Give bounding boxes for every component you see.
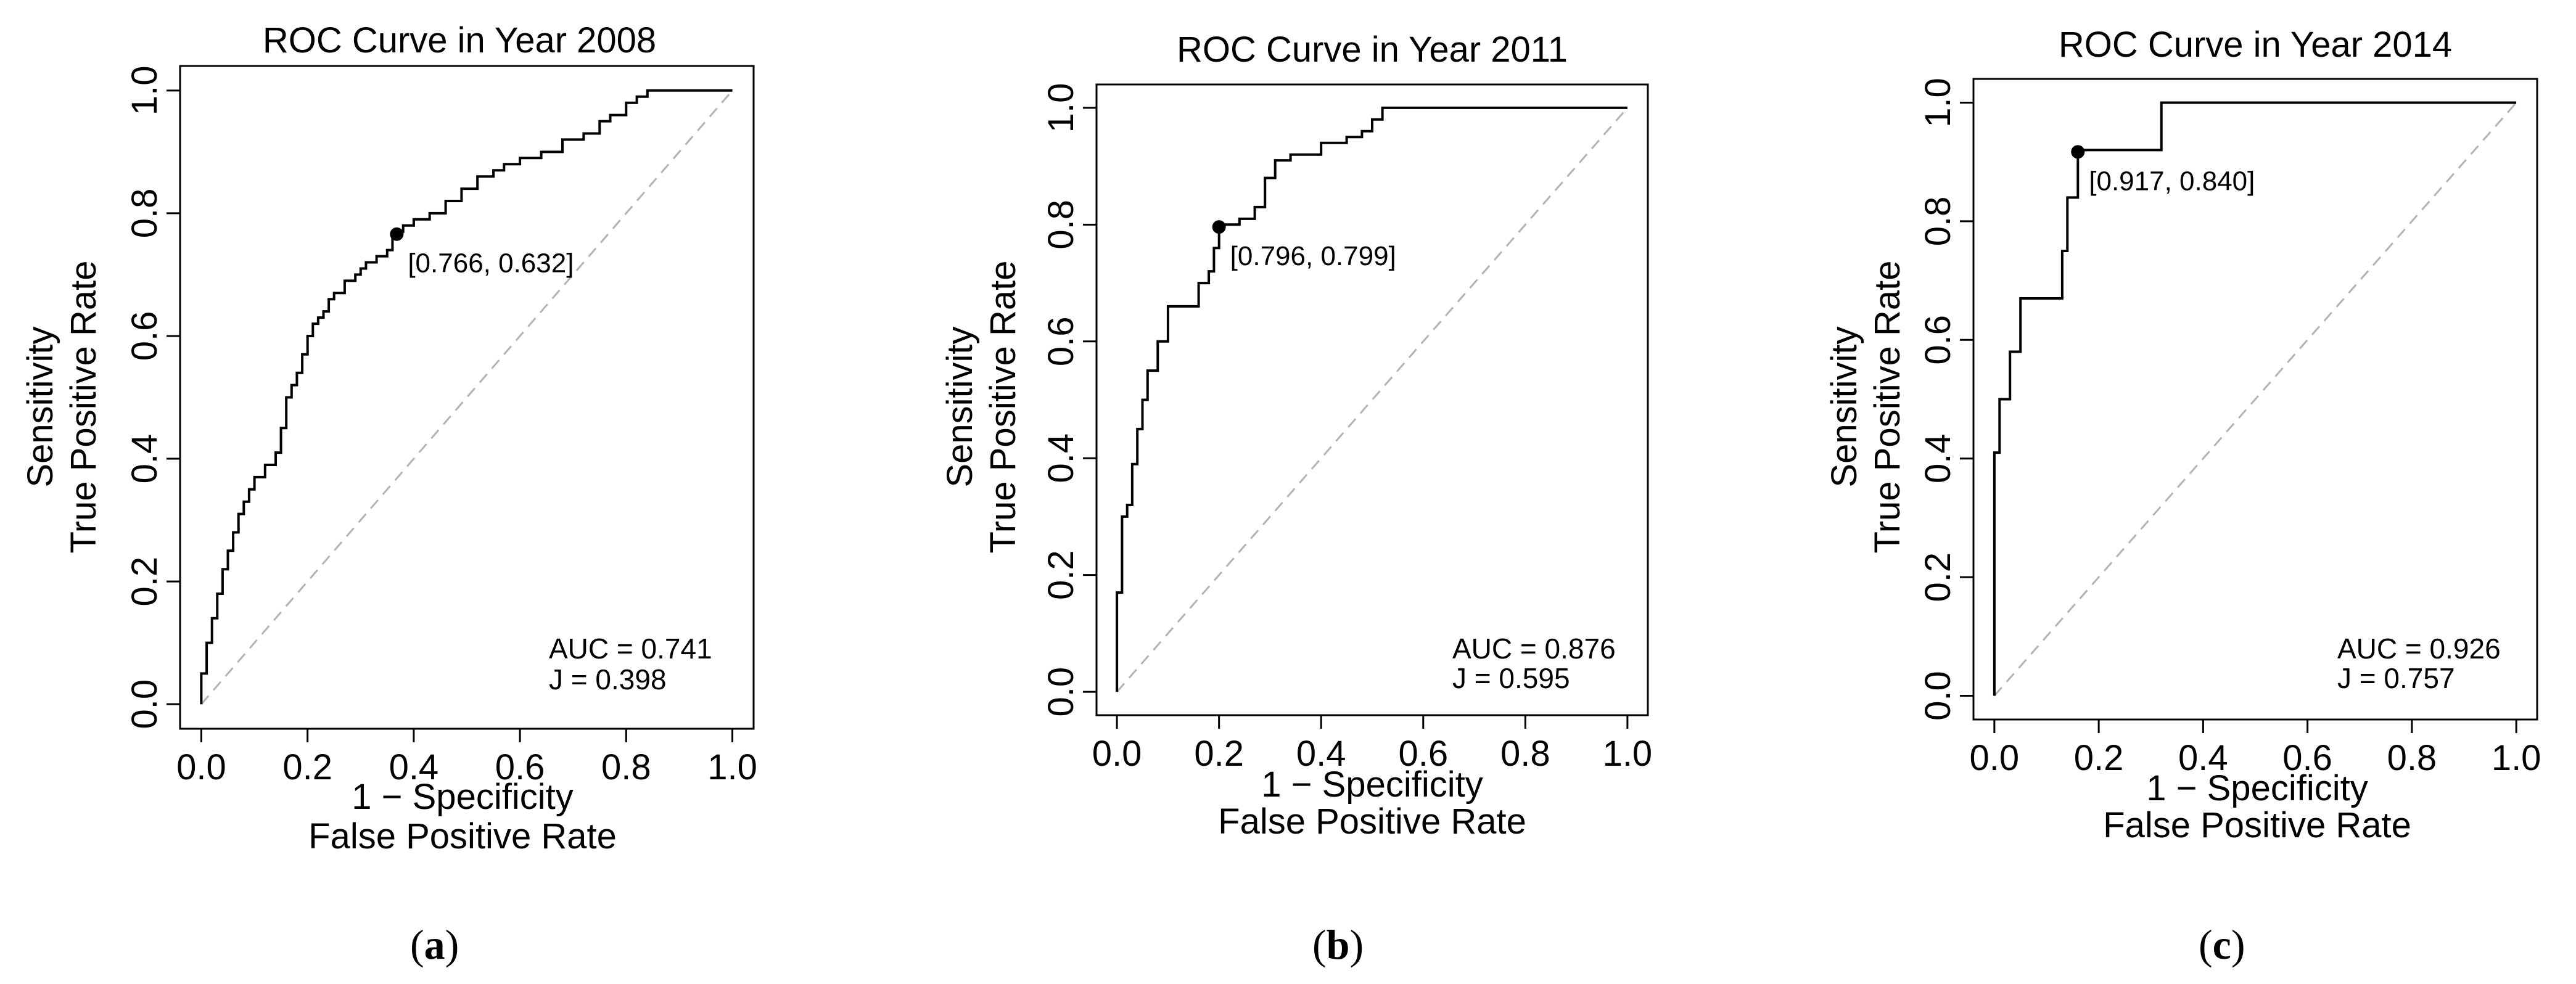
y-tick-label: 1.0 [1041, 83, 1081, 133]
y-tick-label: 0.8 [1041, 200, 1081, 250]
x-tick-label: 1.0 [2492, 738, 2541, 778]
y-tick-label: 0.6 [1918, 315, 1958, 365]
y-tick-label: 0.0 [1918, 671, 1958, 721]
youden-j-annotation: J = 0.595 [1452, 662, 1570, 694]
plot-frame [179, 65, 755, 730]
y-axis-label: Sensitivity [20, 326, 60, 487]
x-tick-label: 0.6 [495, 747, 545, 787]
x-tick-label: 0.6 [1398, 734, 1448, 774]
x-tick-label: 0.8 [601, 747, 651, 787]
roc-curve-line [1116, 106, 1627, 692]
chart-title: ROC Curve in Year 2014 [2059, 25, 2452, 65]
panel-caption: (a) [410, 921, 459, 968]
plot-frame [1095, 83, 1649, 716]
youden-j-annotation: J = 0.398 [549, 663, 667, 695]
x-tick-label: 0.2 [282, 747, 332, 787]
x-axis-label: 1 − Specificity [2146, 768, 2368, 808]
x-tick-label: 0.0 [1970, 738, 2020, 778]
auc-annotation: AUC = 0.876 [1452, 633, 1616, 665]
y-tick-label: 0.8 [1918, 197, 1958, 247]
reference-diagonal-line [200, 89, 733, 705]
panel-caption: (c) [2199, 921, 2245, 968]
y-tick-label: 0.4 [1918, 433, 1958, 483]
panel-caption: (b) [1312, 921, 1364, 968]
optimal-cutoff-point [2071, 145, 2085, 159]
x-tick-label: 1.0 [707, 747, 757, 787]
y-tick-label: 0.0 [125, 679, 165, 729]
y-axis-label-secondary: True Positive Rate [1867, 261, 1907, 554]
x-axis-label-secondary: False Positive Rate [308, 816, 617, 856]
optimal-cutoff-point [390, 227, 404, 241]
x-tick-label: 0.4 [389, 747, 439, 787]
y-tick-label: 0.6 [1041, 316, 1081, 366]
x-axis-label: 1 − Specificity [352, 777, 573, 817]
plot-frame [1972, 78, 2538, 721]
y-tick-label: 0.2 [1041, 550, 1081, 600]
y-tick-label: 0.4 [125, 434, 165, 484]
reference-diagonal-line [1116, 107, 1629, 693]
youden-j-annotation: J = 0.757 [2337, 662, 2455, 694]
x-tick-label: 0.2 [1194, 734, 1244, 774]
y-axis-label: Sensitivity [940, 326, 980, 487]
x-tick-label: 0.8 [1500, 734, 1550, 774]
x-tick-label: 0.4 [1296, 734, 1346, 774]
x-tick-label: 0.8 [2387, 738, 2437, 778]
roc-panel-a: ROC Curve in Year 2008 0.0 0.2 0.4 0.6 0.8 1.0… [20, 20, 757, 968]
roc-curve-line [1993, 101, 2517, 696]
x-tick-label: 0.4 [2178, 738, 2228, 778]
optimal-cutoff-label: [0.917, 0.840] [2089, 166, 2255, 196]
roc-panel-b: ROC Curve in Year 2011 0.0 0.2 0.4 0.6 0.8 1.0… [940, 30, 1652, 968]
optimal-cutoff-label: [0.796, 0.799] [1230, 241, 1396, 271]
y-tick-label: 0.6 [125, 311, 165, 361]
x-tick-label: 0.2 [2074, 738, 2124, 778]
y-tick-label: 0.4 [1041, 433, 1081, 483]
x-tick-label: 0.0 [1092, 734, 1142, 774]
x-tick-label: 0.6 [2282, 738, 2332, 778]
chart-title: ROC Curve in Year 2008 [263, 20, 656, 60]
y-tick-label: 0.2 [125, 557, 165, 607]
auc-annotation: AUC = 0.926 [2337, 633, 2501, 665]
x-tick-label: 0.0 [176, 747, 226, 787]
x-axis-label: 1 − Specificity [1261, 765, 1483, 805]
x-axis-label-secondary: False Positive Rate [2103, 805, 2411, 845]
roc-panel-c: ROC Curve in Year 2014 0.0 0.2 0.4 0.6 0.8 1.0… [1824, 25, 2541, 968]
y-axis-label-secondary: True Positive Rate [64, 261, 104, 554]
chart-title: ROC Curve in Year 2011 [1177, 30, 1568, 70]
y-tick-label: 1.0 [125, 65, 165, 115]
auc-annotation: AUC = 0.741 [549, 633, 712, 665]
roc-curve-line [200, 89, 733, 705]
y-tick-label: 0.8 [125, 189, 165, 239]
y-tick-label: 0.0 [1041, 667, 1081, 717]
x-axis-label-secondary: False Positive Rate [1218, 802, 1526, 842]
optimal-cutoff-point [1212, 220, 1226, 234]
x-tick-label: 1.0 [1603, 734, 1653, 774]
y-tick-label: 0.2 [1918, 552, 1958, 602]
y-axis-label-secondary: True Positive Rate [983, 261, 1023, 554]
y-tick-label: 1.0 [1918, 78, 1958, 128]
reference-diagonal-line [1993, 102, 2517, 697]
y-axis-label: Sensitivity [1824, 326, 1864, 487]
optimal-cutoff-label: [0.766, 0.632] [408, 248, 574, 279]
